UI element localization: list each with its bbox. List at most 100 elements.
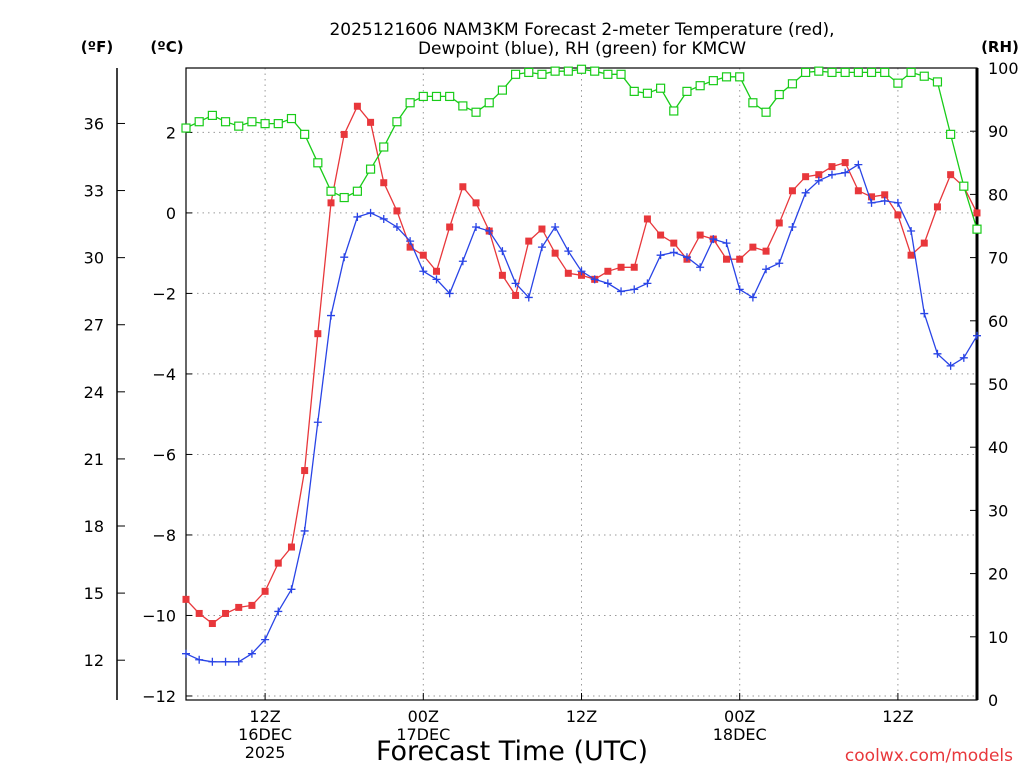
dewpoint-point <box>867 198 876 207</box>
dewpoint-point <box>524 293 533 302</box>
rh-tick-label: 60 <box>988 312 1008 331</box>
dewpoint-point <box>814 176 823 185</box>
rh-point <box>682 86 692 96</box>
dewpoint-point <box>827 170 836 179</box>
time-tick-label: 17DEC <box>396 725 450 744</box>
temperature-point <box>419 251 427 259</box>
rh-point <box>748 98 758 108</box>
temperature-point <box>287 543 295 551</box>
temperature-point <box>274 559 282 567</box>
rh-point <box>906 67 916 78</box>
dewpoint-point <box>907 227 916 236</box>
rh-line <box>185 68 978 230</box>
rh-axis: 0 10 20 30 40 50 60 70 80 90 100 <box>970 59 1019 710</box>
dewpoint-point <box>472 223 481 232</box>
dewpoint-point <box>274 607 283 616</box>
series-dewpoint <box>182 160 981 666</box>
time-tick-label: 18DEC <box>713 725 767 744</box>
temperature-point <box>841 159 849 167</box>
dewpoint-point <box>933 349 942 358</box>
dewpoint-point <box>485 227 494 236</box>
time-tick-label: 12Z <box>882 707 913 726</box>
dewpoint-point <box>261 635 270 644</box>
temperature-point <box>301 467 309 475</box>
fahrenheit-unit-label: (ºF) <box>81 38 113 56</box>
dewpoint-point <box>577 267 586 276</box>
time-tick-label: 00Z <box>408 707 439 726</box>
series-rh <box>181 64 982 234</box>
dewpoint-point <box>234 657 243 666</box>
rh-point <box>194 117 204 127</box>
dewpoint-point <box>366 208 375 217</box>
temperature-point <box>459 183 467 191</box>
rh-point <box>853 67 863 78</box>
rh-point <box>510 69 521 79</box>
rh-tick-label: 30 <box>988 501 1008 520</box>
rh-tick-label: 40 <box>988 438 1008 457</box>
rh-point <box>972 224 982 234</box>
dewpoint-point <box>696 263 705 272</box>
rh-tick-label: 50 <box>988 375 1008 394</box>
dewpoint-point <box>643 279 652 288</box>
rh-point <box>484 98 494 108</box>
rh-point <box>735 72 745 82</box>
dewpoint-point <box>379 214 388 223</box>
temperature-point <box>195 609 203 617</box>
dewpoint-point <box>775 259 784 268</box>
rh-point <box>300 129 310 139</box>
fahrenheit-axis: 12 15 18 21 24 27 30 33 36 <box>84 114 125 670</box>
temperature-point <box>947 171 955 179</box>
rh-point <box>827 67 837 78</box>
rh-point <box>273 119 283 129</box>
dewpoint-point <box>669 248 678 257</box>
rh-point <box>286 113 297 124</box>
temperature-point <box>881 191 889 199</box>
celsius-tick-label: 2 <box>166 123 176 142</box>
rh-tick-label: 70 <box>988 249 1008 268</box>
series-temperature <box>182 102 981 628</box>
temperature-point <box>353 102 361 110</box>
rh-tick-label: 10 <box>988 628 1008 647</box>
dewpoint-point <box>801 188 810 197</box>
dewpoint-point <box>893 198 902 207</box>
dewpoint-point <box>788 223 797 232</box>
dewpoint-point <box>590 275 599 284</box>
time-tick-label: 16DEC <box>238 725 292 744</box>
fahrenheit-tick-label: 36 <box>84 114 104 133</box>
temperature-point <box>802 173 810 181</box>
rh-point <box>959 181 969 191</box>
rh-point <box>629 86 639 96</box>
temperature-point <box>643 215 651 223</box>
dewpoint-point <box>458 257 467 266</box>
dewpoint-point <box>406 237 415 246</box>
celsius-tick-label: 0 <box>166 204 176 223</box>
rh-tick-label: 0 <box>988 691 998 710</box>
rh-point <box>787 79 798 89</box>
rh-point <box>642 88 653 98</box>
celsius-tick-label: −2 <box>152 284 176 303</box>
temperature-point <box>380 179 388 187</box>
fahrenheit-tick-label: 15 <box>84 584 104 603</box>
temperature-point <box>749 243 757 251</box>
dewpoint-point <box>841 168 850 177</box>
dewpoint-point <box>946 361 955 370</box>
rh-point <box>537 69 547 79</box>
fahrenheit-tick-label: 24 <box>84 383 104 402</box>
temperature-point <box>630 263 638 271</box>
temperature-point <box>314 330 322 338</box>
time-tick-label: 00Z <box>724 707 755 726</box>
dewpoint-point <box>854 160 863 169</box>
celsius-tick-label: −10 <box>142 606 176 625</box>
dewpoint-point <box>603 279 612 288</box>
rh-point <box>405 98 415 108</box>
temperature-point <box>564 269 572 277</box>
dewpoint-point <box>498 247 507 256</box>
celsius-axis: −12 −10 −8 −6 −4 −2 0 2 <box>142 123 192 706</box>
celsius-tick-label: −6 <box>152 445 176 464</box>
rh-point <box>708 76 718 86</box>
dewpoint-point <box>973 331 981 340</box>
temperature-point <box>222 609 230 617</box>
temperature-point <box>894 211 902 219</box>
dewpoint-point <box>419 267 428 276</box>
